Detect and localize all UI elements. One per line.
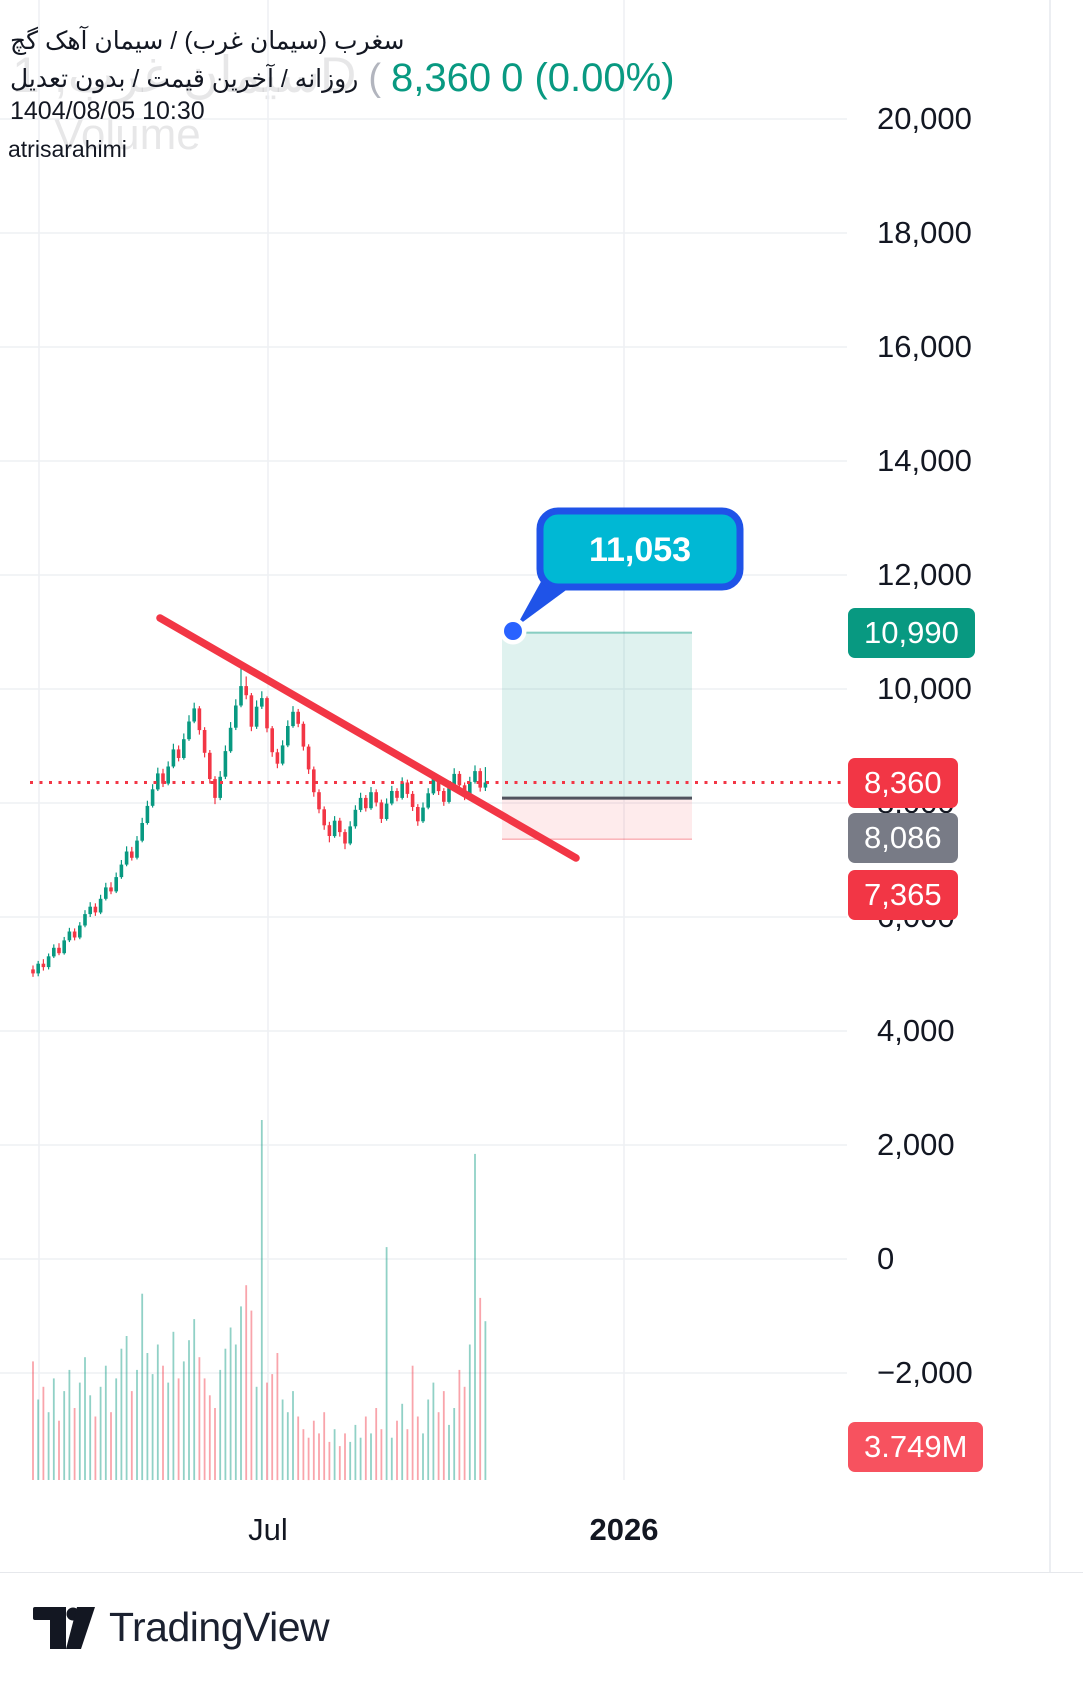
- callout-text: 11,053: [589, 531, 691, 569]
- time-tick-label-2026: 2026: [589, 1512, 659, 1547]
- tradingview-logo-text: TradingView: [109, 1604, 330, 1650]
- username: atrisarahimi: [8, 136, 127, 162]
- series-settings-label: روزانه / آخرین قیمت / بدون تعدیل: [10, 64, 359, 93]
- long-position-tool[interactable]: [502, 631, 692, 840]
- bar-datetime: 1404/08/05 10:30: [10, 97, 205, 125]
- bidi-paren-artifact: (: [368, 57, 381, 99]
- time-scale[interactable]: Jul 2026: [0, 1480, 1083, 1572]
- symbol-title[interactable]: سغرب (سیمان غرب) / سیمان آهک گچ: [10, 27, 405, 55]
- price-change-value: 0 (0.00%): [501, 56, 675, 100]
- tradingview-logo-icon: [33, 1606, 95, 1649]
- callout-drawing[interactable]: 11,053: [499, 507, 744, 645]
- last-price-value: 8,360: [390, 56, 492, 100]
- time-tick-label-jul: Jul: [248, 1512, 288, 1547]
- quote-row: روزانه / آخرین قیمت / بدون تعدیل ( 8,360…: [10, 56, 675, 101]
- trendline-drawing[interactable]: [156, 614, 580, 862]
- candlesticks: [31, 663, 488, 977]
- volume-bars: [32, 1120, 487, 1481]
- gridlines: [0, 0, 847, 1480]
- tradingview-attribution[interactable]: TradingView: [33, 1604, 330, 1651]
- symbol-watermark: سیمان غرب, 1D: [12, 47, 357, 103]
- volume-watermark: Volume: [54, 110, 201, 159]
